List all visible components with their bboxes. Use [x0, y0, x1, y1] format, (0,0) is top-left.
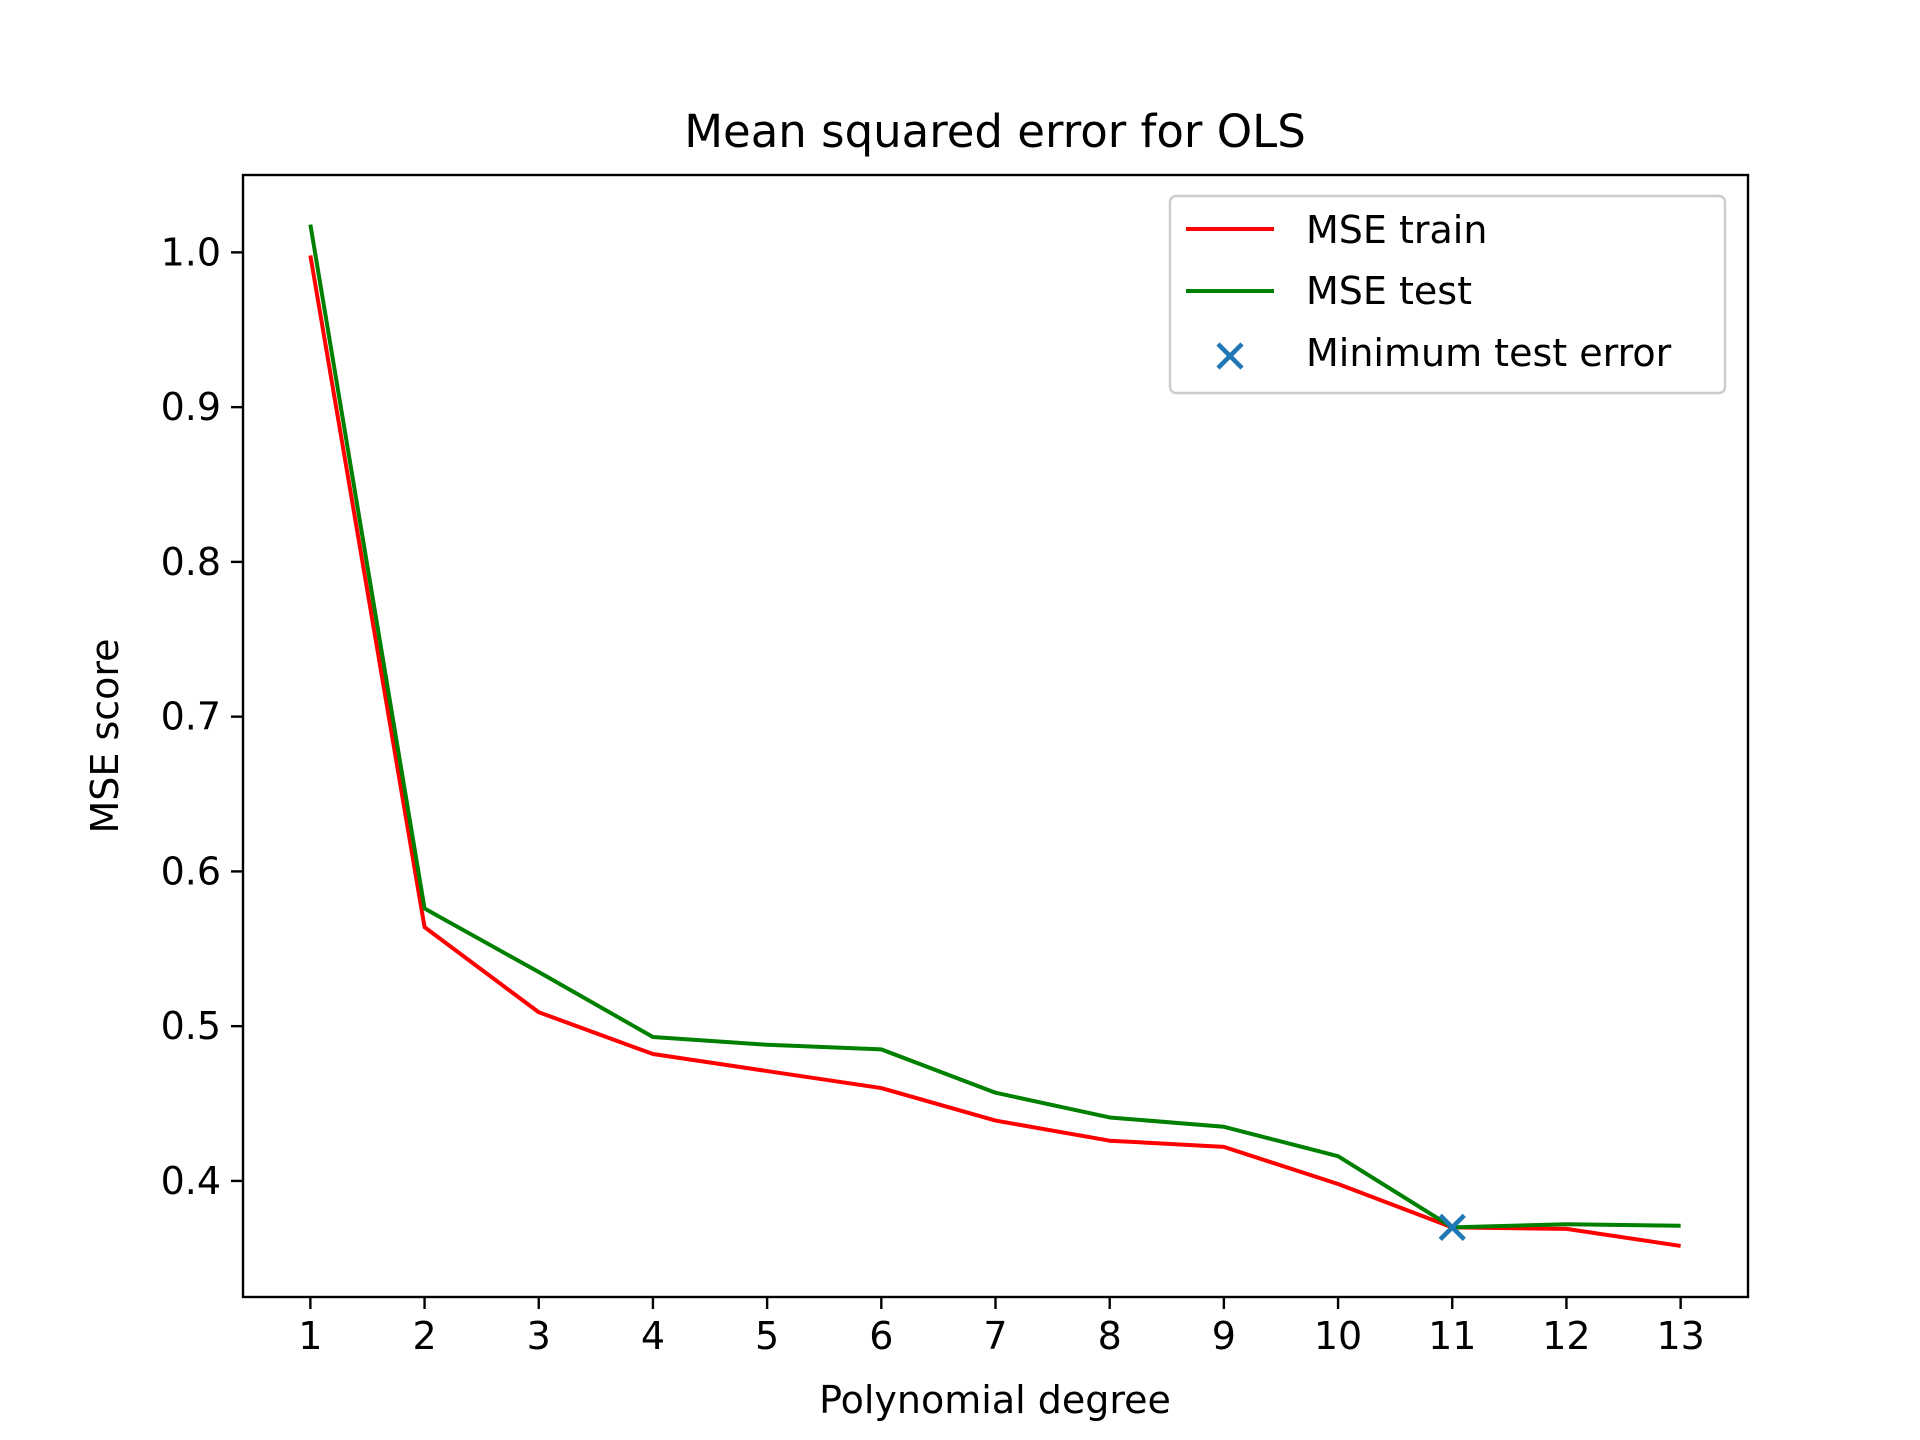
y-axis: 0.4 0.5 0.6 0.7 0.8 0.9 1.0: [161, 230, 243, 1203]
x-tick-label: 7: [983, 1314, 1007, 1358]
legend-label-mse-test: MSE test: [1306, 269, 1472, 313]
x-axis-label: Polynomial degree: [819, 1378, 1171, 1422]
legend-label-mse-train: MSE train: [1306, 208, 1487, 252]
legend: MSE train MSE test Minimum test error: [1168, 194, 1727, 395]
y-tick-label: 0.4: [161, 1159, 221, 1203]
y-tick-label: 0.8: [161, 540, 221, 584]
x-tick-label: 11: [1428, 1314, 1476, 1358]
y-tick-label: 0.9: [161, 385, 221, 429]
y-tick-label: 1.0: [161, 230, 221, 274]
x-axis: 1 2 3 4 5 6 7 8 9 10 11 12 13: [298, 1297, 1705, 1358]
x-tick-label: 3: [527, 1314, 551, 1358]
x-tick-label: 13: [1656, 1314, 1704, 1358]
marker-layer: [1438, 1213, 1466, 1241]
x-tick-label: 10: [1314, 1314, 1362, 1358]
x-tick-label: 9: [1212, 1314, 1236, 1358]
x-tick-label: 2: [412, 1314, 436, 1358]
y-tick-label: 0.5: [161, 1004, 221, 1048]
legend-box: [1168, 194, 1727, 395]
legend-marker-x: [1216, 342, 1244, 370]
x-tick-label: 4: [641, 1314, 665, 1358]
x-tick-label: 6: [869, 1314, 893, 1358]
legend-label-minimum-test-error: Minimum test error: [1306, 331, 1672, 375]
y-tick-label: 0.6: [161, 849, 221, 893]
x-tick-label: 1: [298, 1314, 322, 1358]
x-tick-label: 5: [755, 1314, 779, 1358]
legend-swatch-minimum-test-error: [1216, 342, 1244, 370]
y-tick-label: 0.7: [161, 695, 221, 739]
y-axis-label: MSE score: [83, 638, 127, 833]
minimum-test-error-marker: [1438, 1213, 1466, 1241]
series-line-mse-train: [308, 255, 1681, 1248]
x-tick-label: 12: [1542, 1314, 1590, 1358]
chart-title: Mean squared error for OLS: [684, 105, 1306, 158]
x-tick-label: 8: [1098, 1314, 1122, 1358]
